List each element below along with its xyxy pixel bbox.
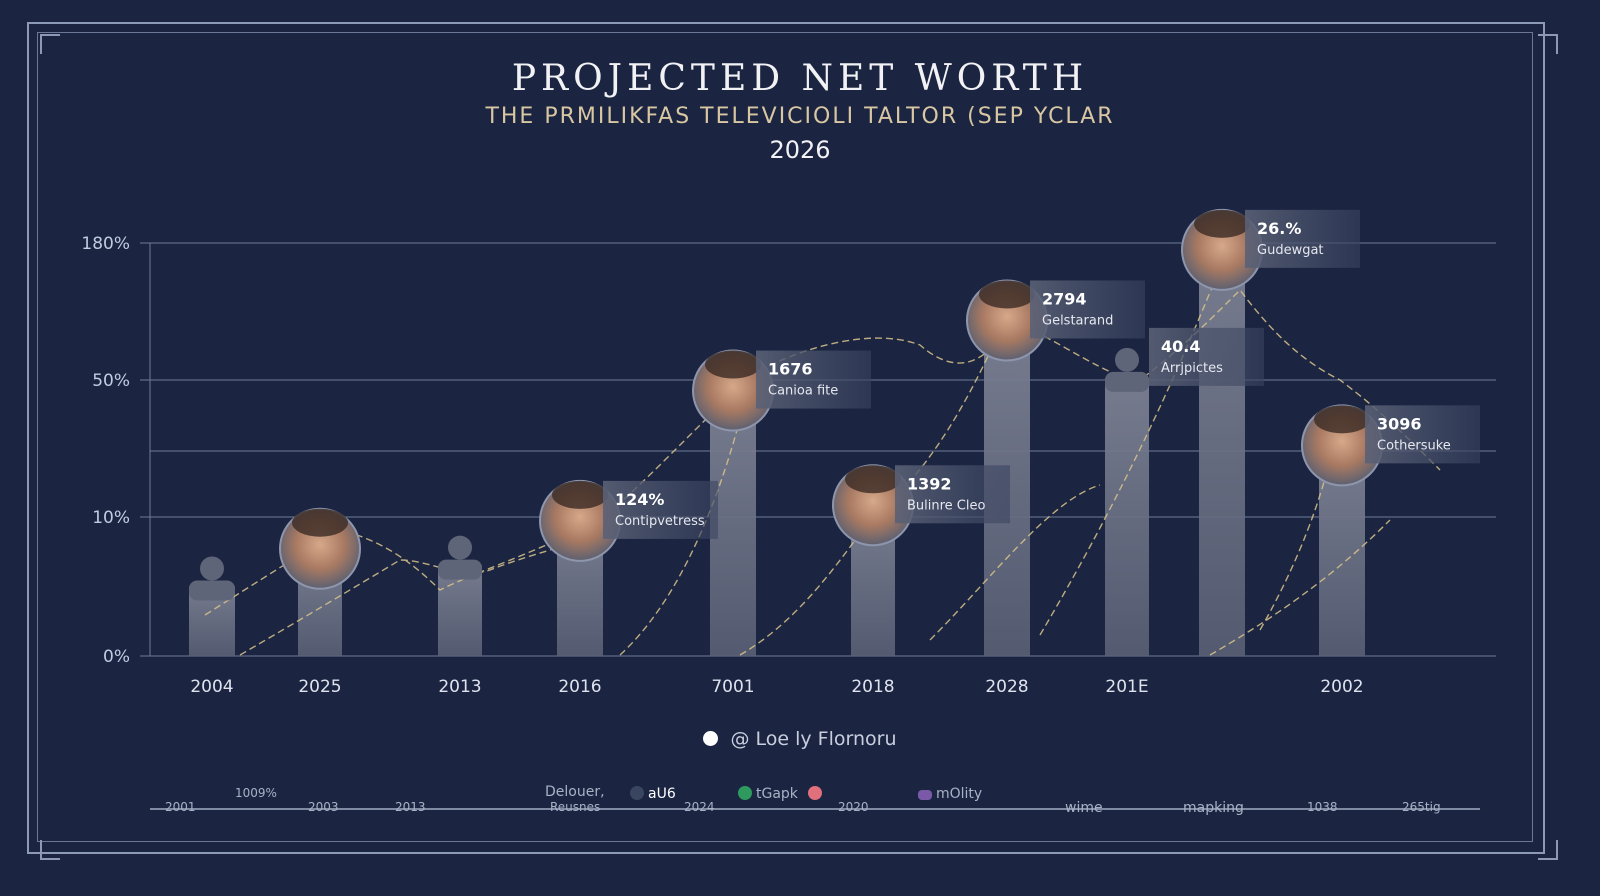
- y-tick-label: 180%: [81, 234, 130, 254]
- annotation-label: Bulinre Cleo: [907, 498, 985, 513]
- x-tick-label: 2028: [985, 677, 1028, 697]
- timeline-label: 2003: [308, 800, 339, 814]
- annotation-value: 1676: [768, 360, 813, 379]
- annotation-label: Gudewgat: [1257, 243, 1324, 258]
- annotation-value: 40.4: [1161, 337, 1200, 356]
- silhouette-shoulders: [438, 559, 482, 580]
- chart-title: PROJECTED NET WORTH: [511, 58, 1089, 99]
- x-tick-label: 201E: [1105, 677, 1148, 697]
- frame-corner: [40, 34, 60, 54]
- frame-corner: [1538, 34, 1558, 54]
- legend-label: @ Loe ly Flornoru: [730, 728, 897, 750]
- bar: [1199, 259, 1245, 656]
- outer-frame: [27, 22, 1545, 854]
- chart-subtitle: THE PRMILIKFAS TELEVICIOLI TALTOR (SEP Y…: [485, 104, 1115, 129]
- annotation-value: 1392: [907, 474, 952, 493]
- timeline-label-text: tGapk: [756, 786, 798, 802]
- portrait-hair: [1194, 209, 1250, 238]
- timeline-label-text: aU6: [648, 786, 676, 802]
- frame-corner: [1538, 840, 1558, 860]
- trend-line: [1209, 519, 1391, 656]
- timeline-label: 1038: [1307, 800, 1338, 814]
- timeline-label: mapking: [1183, 800, 1244, 816]
- timeline-label: [808, 786, 826, 801]
- bottom-timeline: 2001 1009% 2003 2013 Delouer, Reusnes aU…: [150, 784, 1480, 838]
- portrait-hair: [705, 350, 761, 379]
- timeline-label: 2020: [838, 800, 869, 814]
- x-tick-label: 2018: [851, 677, 894, 697]
- timeline-dot-icon: [630, 786, 644, 800]
- annotation-value: 124%: [615, 490, 664, 509]
- timeline-label: 2024: [684, 800, 715, 814]
- timeline-dot-icon: [808, 786, 822, 800]
- silhouette-head: [200, 556, 224, 581]
- portrait-hair: [845, 465, 901, 494]
- silhouette-shoulders: [1105, 371, 1149, 392]
- x-tick-label: 2002: [1320, 677, 1363, 697]
- y-tick-label: 10%: [92, 508, 130, 528]
- silhouette-head: [448, 535, 472, 560]
- frame-corner: [40, 840, 60, 860]
- timeline-label: 1009%: [235, 786, 277, 800]
- bar: [1319, 455, 1365, 656]
- silhouette-shoulders: [189, 580, 235, 601]
- timeline-label-text: mOlity: [936, 786, 983, 802]
- annotation-label: Gelstarand: [1042, 313, 1113, 328]
- annotation-box: [1245, 209, 1360, 268]
- annotation-label: Arrjpictes: [1161, 361, 1223, 376]
- annotation-label: Contipvetress: [615, 514, 705, 529]
- timeline-label: wime: [1065, 800, 1103, 816]
- timeline-label: Reusnes: [550, 800, 601, 814]
- annotation-box: [895, 465, 1010, 524]
- trend-line: [929, 484, 1101, 641]
- annotation-label: Canioa fite: [768, 384, 838, 399]
- timeline-label: mOlity: [918, 786, 982, 802]
- timeline-label: aU6: [630, 786, 676, 802]
- x-tick-label: 2004: [190, 677, 233, 697]
- annotation-box: [756, 350, 871, 409]
- timeline-label: tGapk: [738, 786, 798, 802]
- timeline-axis: [150, 808, 1480, 810]
- x-tick-label: 7001: [711, 677, 754, 697]
- inner-frame: [37, 32, 1533, 842]
- portrait-hair: [979, 280, 1035, 309]
- annotation-box: [1030, 280, 1145, 339]
- timeline-label: Delouer,: [545, 784, 605, 800]
- x-tick-label: 2025: [298, 677, 341, 697]
- annotation-value: 3096: [1377, 414, 1422, 433]
- trend-line: [1039, 279, 1216, 636]
- x-tick-label: 2016: [558, 677, 601, 697]
- chart-year: 2026: [769, 136, 831, 164]
- legend: @ Loe ly Flornoru: [0, 728, 1600, 750]
- legend-dot-icon: [703, 731, 719, 746]
- timeline-dot-icon: [738, 786, 752, 800]
- x-tick-label: 2013: [438, 677, 481, 697]
- annotation-value: 2794: [1042, 289, 1087, 308]
- trend-line: [619, 399, 746, 656]
- bar: [1105, 377, 1149, 656]
- annotation-box: [1149, 327, 1264, 386]
- timeline-dot-icon: [918, 790, 932, 800]
- silhouette-head: [1115, 347, 1139, 372]
- portrait-hair: [1314, 405, 1370, 434]
- timeline-label: 2013: [395, 800, 426, 814]
- portrait-hair: [552, 480, 608, 509]
- portrait-hair: [292, 508, 348, 537]
- y-tick-label: 0%: [103, 647, 130, 667]
- annotation-box: [603, 480, 718, 539]
- annotation-box: [1365, 405, 1480, 464]
- y-tick-label: 50%: [92, 371, 130, 391]
- timeline-label: 2001: [165, 800, 196, 814]
- timeline-label: 265tig: [1402, 800, 1441, 814]
- trend-line: [204, 288, 1441, 616]
- annotation-value: 26.%: [1257, 219, 1301, 238]
- annotation-label: Cothersuke: [1377, 438, 1451, 453]
